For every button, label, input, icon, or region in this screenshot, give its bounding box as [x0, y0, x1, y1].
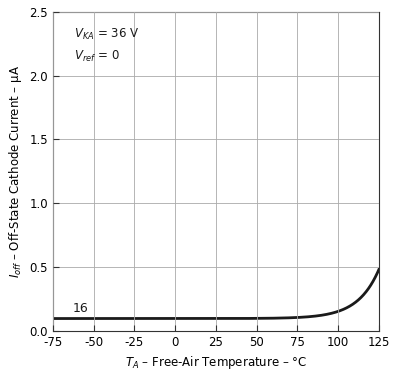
X-axis label: $T_A$ – Free-Air Temperature – °C: $T_A$ – Free-Air Temperature – °C [125, 354, 307, 371]
Text: $V_{KA}$ = 36 V
$V_{ref}$ = 0: $V_{KA}$ = 36 V $V_{ref}$ = 0 [74, 27, 139, 64]
Text: 16: 16 [73, 302, 88, 316]
Y-axis label: $I_{off}$ – Off-State Cathode Current – μA: $I_{off}$ – Off-State Cathode Current – … [7, 65, 24, 278]
